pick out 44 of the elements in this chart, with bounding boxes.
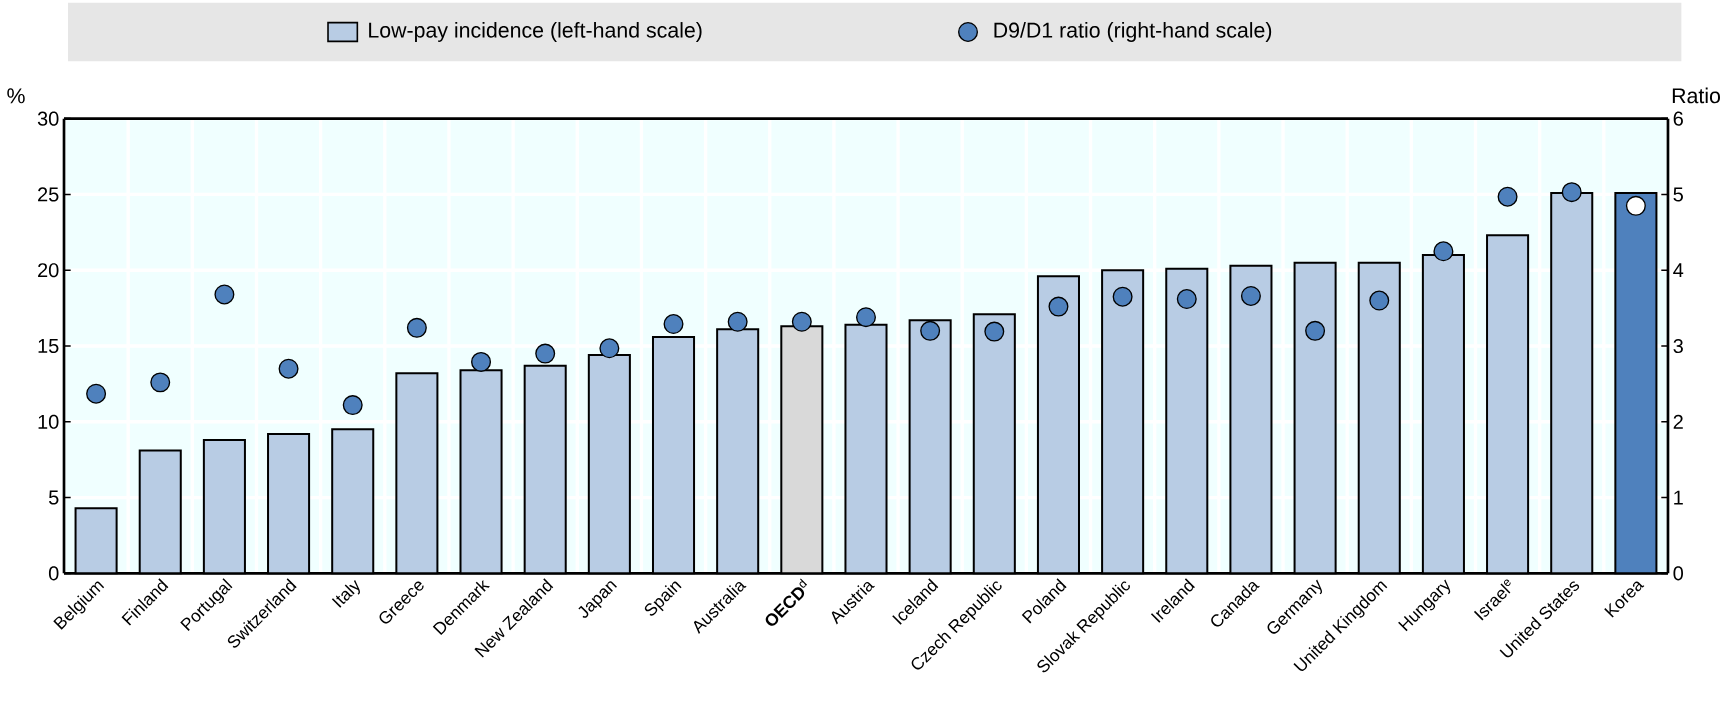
point (86, 383, 107, 404)
x-tick-label: Italy (331, 579, 360, 608)
point (406, 317, 427, 338)
y-tick-label: 20 (38, 263, 59, 278)
point (984, 321, 1005, 342)
y2-tick-label: 5 (1673, 187, 1683, 202)
y2-tick-label: 0 (1673, 566, 1684, 581)
point (599, 338, 620, 359)
point (1497, 186, 1518, 207)
point (1240, 285, 1261, 306)
y2-tick-label: 2 (1673, 414, 1683, 429)
point (1176, 289, 1197, 310)
point (1305, 320, 1326, 341)
point (920, 320, 941, 341)
point (1433, 241, 1454, 262)
y-tick-label: 0 (48, 566, 59, 581)
point (342, 395, 363, 416)
y2-axis-title: Ratio (1672, 87, 1720, 104)
legend-label: D9/D1 ratio (right-hand scale) (994, 22, 1272, 42)
point (791, 311, 812, 332)
y-tick-label: 5 (48, 490, 59, 505)
point (150, 372, 171, 393)
y2-tick-label: 4 (1673, 263, 1684, 278)
y-tick-label: 30 (37, 111, 59, 126)
point (1048, 296, 1069, 317)
legend-label: Low-pay incidence (left-hand scale) (369, 22, 702, 42)
y2-tick-label: 6 (1673, 111, 1683, 126)
y-tick-label: 25 (38, 187, 59, 202)
point (1561, 182, 1582, 203)
point (471, 351, 492, 372)
point (727, 311, 748, 332)
y-tick-label: 15 (38, 339, 59, 353)
point (855, 307, 876, 328)
point (214, 284, 235, 305)
point (1625, 195, 1646, 216)
point (663, 314, 684, 335)
y2-tick-label: 3 (1673, 338, 1683, 354)
y-axis-title: % (7, 88, 25, 104)
point (535, 343, 556, 364)
y2-tick-label: 1 (1674, 490, 1683, 505)
point (278, 358, 299, 379)
point (1369, 290, 1390, 311)
point (1112, 286, 1133, 307)
y-tick-label: 10 (38, 414, 59, 429)
